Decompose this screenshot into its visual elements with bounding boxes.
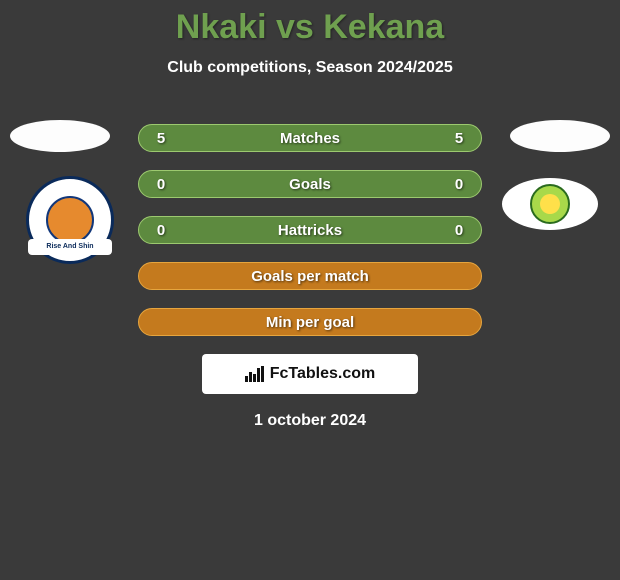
club-crest-b: [502, 178, 598, 230]
stat-label: Matches: [171, 130, 449, 147]
stat-label: Min per goal: [171, 314, 449, 331]
stat-row-goals: 0 Goals 0: [138, 170, 482, 198]
club-crest-a: Rise And Shin: [26, 176, 114, 264]
stat-label: Goals per match: [171, 268, 449, 285]
stat-label: Hattricks: [171, 222, 449, 239]
club-crest-b-inner: [530, 184, 570, 224]
stat-left-value: 5: [151, 130, 171, 147]
club-crest-a-inner: [46, 196, 94, 244]
brand-label: FcTables.com: [270, 365, 376, 383]
stat-row-goals-per-match: Goals per match: [138, 262, 482, 290]
club-logo-right: [500, 162, 600, 246]
brand-box[interactable]: FcTables.com: [202, 354, 418, 394]
subtitle: Club competitions, Season 2024/2025: [0, 59, 620, 77]
footer-date: 1 october 2024: [138, 412, 482, 430]
club-crest-b-core: [540, 194, 560, 214]
stat-row-min-per-goal: Min per goal: [138, 308, 482, 336]
stat-right-value: 0: [449, 176, 469, 193]
club-crest-a-banner: Rise And Shin: [28, 239, 112, 255]
bar-chart-icon: [245, 366, 264, 382]
stat-row-matches: 5 Matches 5: [138, 124, 482, 152]
stat-row-hattricks: 0 Hattricks 0: [138, 216, 482, 244]
player-silhouette-left: [10, 120, 110, 152]
player-silhouette-right: [510, 120, 610, 152]
club-logo-left: Rise And Shin: [20, 178, 120, 262]
stat-left-value: 0: [151, 176, 171, 193]
stat-rows: 5 Matches 5 0 Goals 0 0 Hattricks 0 Goal…: [138, 124, 482, 430]
stat-left-value: 0: [151, 222, 171, 239]
stat-right-value: 0: [449, 222, 469, 239]
stat-right-value: 5: [449, 130, 469, 147]
stat-label: Goals: [171, 176, 449, 193]
page-title: Nkaki vs Kekana: [0, 0, 620, 47]
